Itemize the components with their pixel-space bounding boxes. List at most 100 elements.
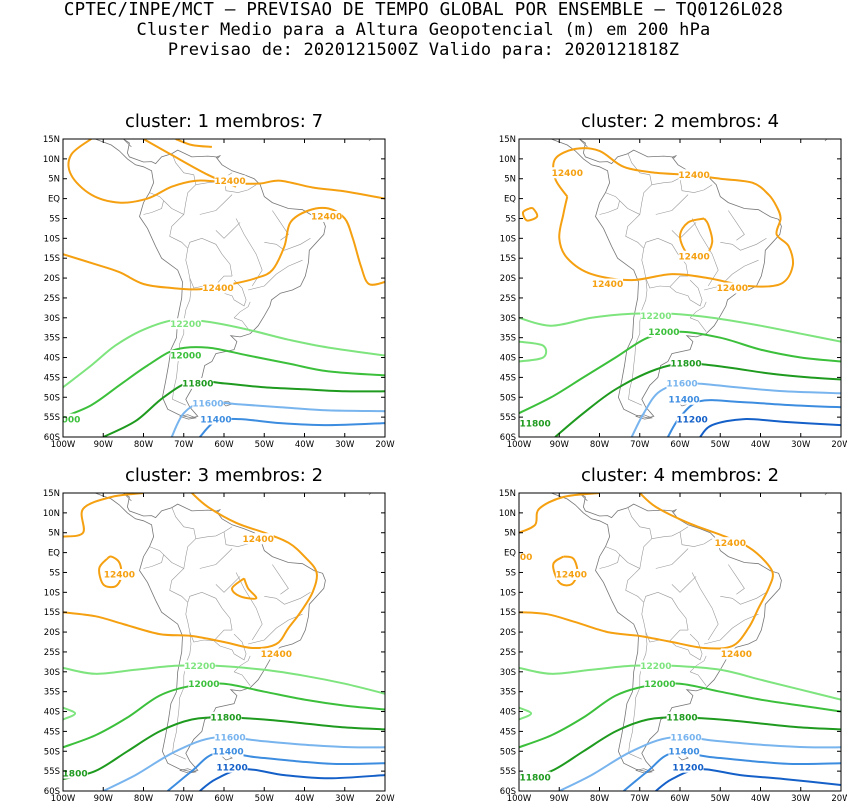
contour-label-bg [720, 648, 752, 660]
country-border [599, 546, 620, 569]
contour-label: 11400 [668, 395, 699, 405]
contour-12000 [63, 346, 385, 419]
contour-11200 [199, 768, 385, 791]
contour-label: 12400 [717, 284, 748, 294]
lat-tick-label: 5N [48, 175, 60, 185]
country-border [689, 317, 707, 332]
contour-12400 [521, 206, 539, 222]
lat-tick-label: 5N [48, 529, 60, 539]
lat-tick-label: 5N [504, 529, 516, 539]
lat-tick-label: 10N [499, 509, 516, 519]
lon-tick-label: 80W [590, 794, 610, 803]
contour-label: 12400 [556, 571, 587, 581]
lat-tick-label: 30S [500, 314, 516, 324]
country-border [233, 671, 251, 686]
contour-label-bg [242, 533, 274, 545]
lat-tick-label: 60S [44, 787, 60, 797]
country-border [627, 506, 653, 569]
country-border [143, 546, 164, 569]
lat-tick-label: 5S [49, 214, 60, 224]
contour-label-bg [716, 282, 748, 294]
country-border [720, 592, 767, 605]
country-border [689, 655, 707, 673]
lat-tick-label: 30S [44, 668, 60, 678]
lon-tick-label: 20W [831, 794, 847, 803]
contour-label: 12400 [721, 650, 752, 660]
lat-tick-label: 45S [500, 373, 516, 383]
lon-tick-label: 100W [507, 440, 532, 450]
contour-label-bg [678, 169, 710, 181]
island-outline [635, 768, 654, 774]
country-border [215, 222, 241, 239]
contour-label-bg [676, 413, 708, 425]
contour-label-bg [644, 678, 676, 690]
lat-tick-label: 10S [500, 588, 516, 598]
contour-12400 [552, 555, 579, 587]
map-layers: 12400 400 12400 12400 12200 12000 11800 11600 11… [519, 493, 841, 791]
contour-label: 12200 [170, 320, 201, 330]
cluster-3-map: 12400 12400 12400 12200 12000 11800 11600 11400… [43, 489, 395, 803]
country-border [248, 613, 303, 645]
lon-tick-label: 50W [711, 794, 731, 803]
contour-label-bg [212, 745, 244, 757]
contour-label: 11600 [670, 734, 701, 744]
lat-tick-label: 10S [44, 234, 60, 244]
country-border [671, 222, 697, 239]
header-dates: Previsao de: 2020121500Z Valido para: 20… [167, 40, 680, 60]
lat-tick-label: 10S [44, 588, 60, 598]
lon-tick-label: 60W [670, 440, 690, 450]
contour-label: 11200 [676, 415, 707, 425]
contour-label: 12400 [311, 213, 342, 223]
contour-11800 [102, 379, 385, 437]
country-border [704, 259, 759, 291]
lon-tick-label: 100W [507, 794, 532, 803]
contour-label: 11800 [182, 380, 213, 390]
lat-tick-label: 35S [500, 334, 516, 344]
contour-11200 [655, 768, 841, 791]
contour-label-bg [648, 326, 680, 338]
country-border [185, 248, 233, 289]
country-border [669, 279, 703, 307]
contour-11200 [699, 418, 841, 437]
lon-tick-label: 20W [375, 440, 395, 450]
lon-tick-label: 100W [51, 440, 76, 450]
contour-label: 000 [62, 415, 81, 425]
lon-tick-label: 20W [831, 440, 847, 450]
map-layers: 12400 12400 12400 12200 12000 11800 11600 11400… [62, 139, 385, 437]
country-border [199, 548, 233, 569]
lat-tick-label: 10S [500, 234, 516, 244]
contour-11800 [519, 716, 841, 781]
contour-label-bg [311, 210, 343, 222]
contour-12200 [63, 706, 77, 721]
lat-tick-label: 20S [500, 628, 516, 638]
lat-tick-label: 20S [500, 274, 516, 284]
lon-tick-label: 50W [255, 440, 275, 450]
contour-label: 12000 [644, 680, 675, 690]
contour-label-bg [519, 551, 533, 563]
lon-tick-label: 90W [94, 794, 114, 803]
country-border [213, 633, 247, 661]
island-outline [368, 139, 372, 142]
contour-label: 11800 [519, 773, 550, 783]
contour-label: 11400 [668, 747, 699, 757]
country-border [215, 576, 241, 593]
contour-12400 [175, 139, 212, 148]
contour-12400 [67, 139, 385, 204]
contour-label: 12000 [170, 352, 201, 362]
country-border [651, 526, 689, 539]
contour-label: 12400 [104, 571, 135, 581]
contour-12200 [519, 664, 841, 701]
country-border [163, 200, 189, 249]
country-border [628, 632, 648, 760]
contour-label-bg [103, 568, 135, 580]
contour-label-bg [714, 537, 746, 549]
contour-label-bg [640, 660, 672, 672]
contour-label-bg [519, 771, 551, 783]
lat-tick-label: 10N [43, 155, 60, 165]
contour-label-bg [519, 417, 551, 429]
country-border [195, 526, 233, 539]
island-outline [368, 493, 372, 496]
contour-label-bg [668, 745, 700, 757]
lat-tick-label: 35S [44, 688, 60, 698]
contour-label-bg [666, 377, 698, 389]
